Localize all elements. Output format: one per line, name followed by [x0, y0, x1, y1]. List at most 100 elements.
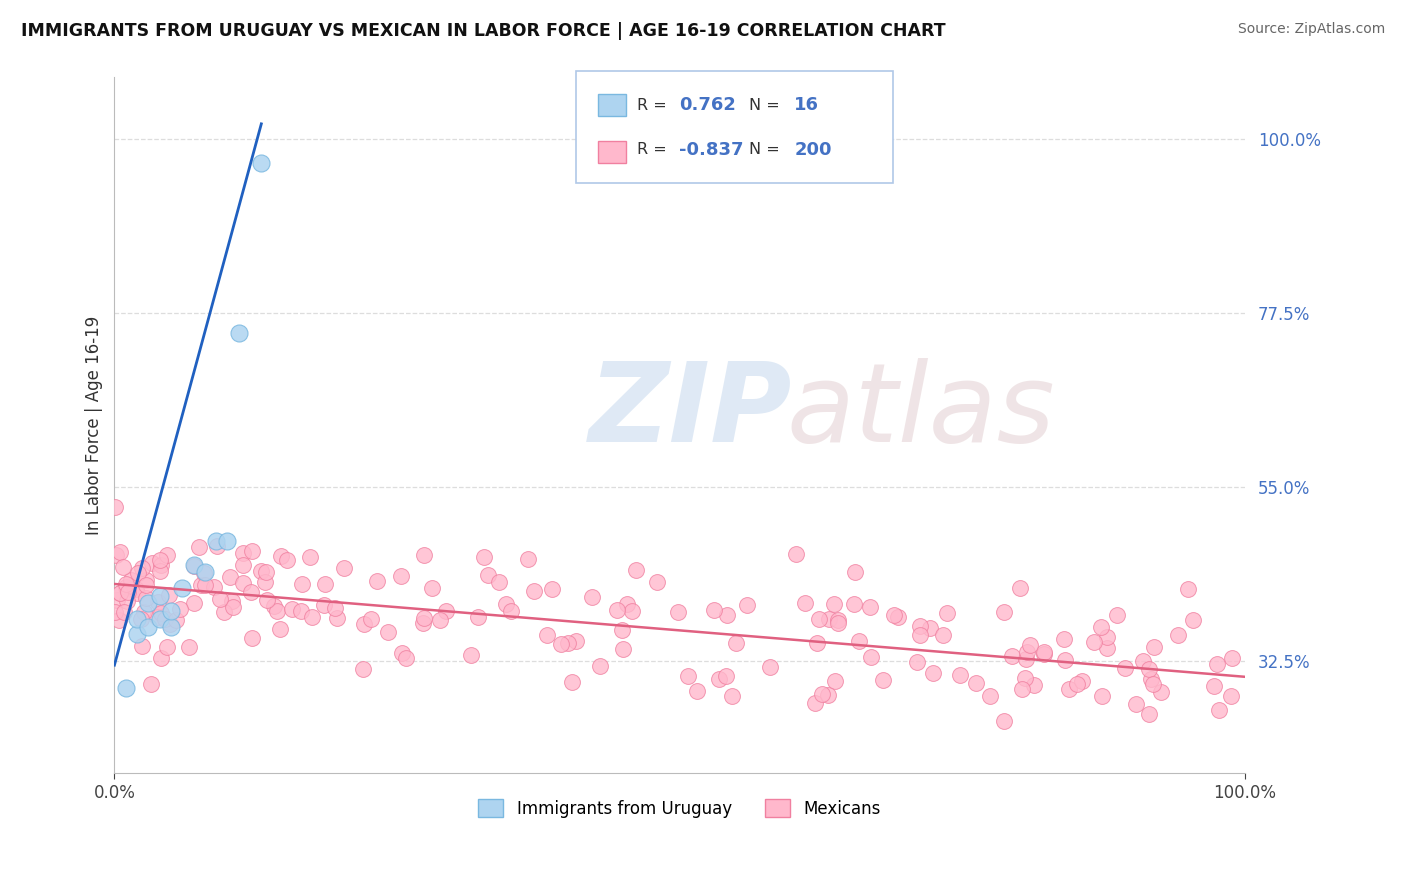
Point	[793, 596, 815, 610]
Point	[266, 604, 288, 618]
Text: -0.837: -0.837	[679, 141, 744, 159]
Point	[208, 591, 231, 606]
Point	[221, 593, 243, 607]
Point	[108, 586, 131, 600]
Point	[434, 604, 457, 618]
Point	[523, 584, 546, 599]
Point	[589, 659, 612, 673]
Point	[276, 553, 298, 567]
Point	[131, 560, 153, 574]
Point	[844, 565, 866, 579]
Point	[616, 597, 638, 611]
Point	[172, 581, 194, 595]
Point	[979, 690, 1001, 704]
Point	[169, 602, 191, 616]
Point	[540, 582, 562, 597]
Point	[1091, 689, 1114, 703]
Point	[104, 500, 127, 514]
Point	[758, 660, 780, 674]
Point	[1053, 632, 1076, 646]
Point	[536, 628, 558, 642]
Point	[1125, 697, 1147, 711]
Point	[193, 566, 215, 581]
Point	[120, 573, 142, 587]
Point	[932, 628, 955, 642]
Point	[467, 610, 489, 624]
Point	[301, 610, 323, 624]
Point	[150, 558, 173, 572]
Point	[352, 662, 374, 676]
Point	[104, 605, 127, 619]
Text: N =: N =	[749, 143, 786, 157]
Point	[557, 636, 579, 650]
Point	[1015, 645, 1038, 659]
Point	[135, 578, 157, 592]
Point	[250, 565, 273, 579]
Point	[1143, 640, 1166, 654]
Point	[183, 596, 205, 610]
Point	[183, 558, 205, 573]
Point	[935, 606, 957, 620]
Point	[188, 540, 211, 554]
Point	[1033, 648, 1056, 662]
Point	[1137, 706, 1160, 721]
Point	[115, 576, 138, 591]
Point	[606, 603, 628, 617]
Point	[1132, 654, 1154, 668]
Point	[1208, 703, 1230, 717]
Point	[125, 582, 148, 596]
Point	[1205, 657, 1227, 671]
Point	[806, 636, 828, 650]
Point	[395, 651, 418, 665]
Point	[1001, 648, 1024, 663]
Text: 16: 16	[794, 96, 820, 114]
Text: 0.762: 0.762	[679, 96, 735, 114]
Point	[360, 611, 382, 625]
Point	[135, 573, 157, 587]
Point	[716, 608, 738, 623]
Point	[561, 674, 583, 689]
Point	[232, 545, 254, 559]
Point	[827, 616, 849, 631]
Point	[1014, 671, 1036, 685]
Point	[377, 625, 399, 640]
Point	[1015, 652, 1038, 666]
Point	[108, 545, 131, 559]
Point	[141, 556, 163, 570]
Y-axis label: In Labor Force | Age 16-19: In Labor Force | Age 16-19	[86, 316, 103, 535]
Point	[477, 567, 499, 582]
Point	[135, 591, 157, 606]
Point	[270, 549, 292, 564]
Point	[647, 574, 669, 589]
Point	[823, 598, 845, 612]
Point	[686, 684, 709, 698]
Point	[1167, 628, 1189, 642]
Point	[139, 677, 162, 691]
Text: R =: R =	[637, 143, 672, 157]
Point	[207, 539, 229, 553]
Point	[565, 634, 588, 648]
Point	[219, 569, 242, 583]
Point	[827, 613, 849, 627]
Point	[146, 595, 169, 609]
Point	[107, 613, 129, 627]
Point	[429, 613, 451, 627]
Point	[136, 596, 159, 610]
Point	[1140, 672, 1163, 686]
Point	[1150, 684, 1173, 698]
Point	[232, 575, 254, 590]
Point	[703, 603, 725, 617]
Point	[1008, 581, 1031, 595]
Point	[724, 636, 747, 650]
Text: Source: ZipAtlas.com: Source: ZipAtlas.com	[1237, 22, 1385, 37]
Point	[460, 648, 482, 662]
Text: atlas: atlas	[787, 358, 1056, 465]
Point	[136, 619, 159, 633]
Point	[240, 544, 263, 558]
Point	[804, 696, 827, 710]
Point	[1137, 662, 1160, 676]
Point	[205, 534, 228, 549]
Point	[149, 565, 172, 579]
Point	[115, 580, 138, 594]
Point	[149, 612, 172, 626]
